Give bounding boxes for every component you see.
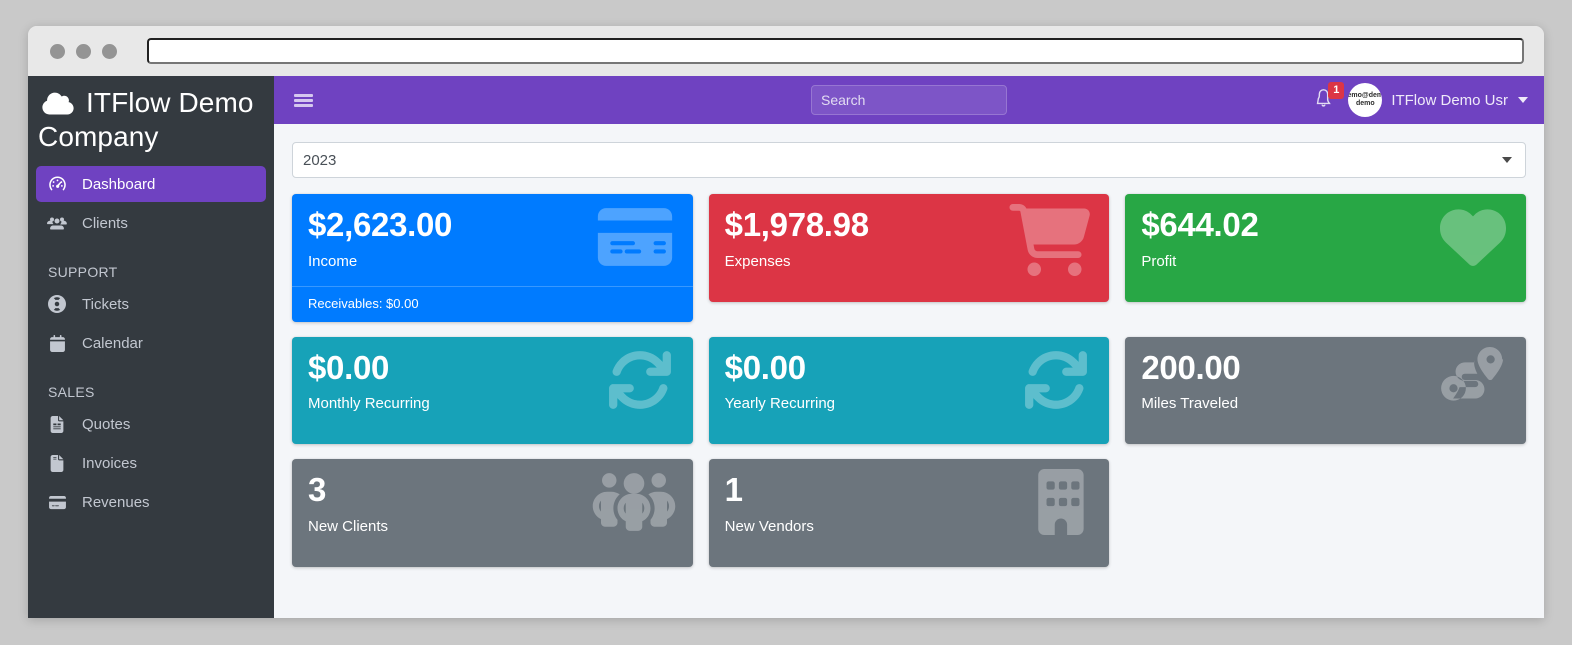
stat-label: New Clients xyxy=(308,517,389,535)
hamburger-icon[interactable] xyxy=(288,88,319,113)
stat-label: Profit xyxy=(1141,252,1177,270)
stat-col: $644.02 Profit xyxy=(1125,194,1527,322)
life-ring-icon xyxy=(46,295,68,314)
stat-value: $2,623.00 xyxy=(308,206,453,243)
stat-card-income[interactable]: $2,623.00 Income Receivables: $0.00 xyxy=(292,194,693,322)
stat-value: 200.00 xyxy=(1141,348,1241,386)
stat-col: $2,623.00 Income Receivables: $0.00 xyxy=(292,194,693,322)
sidebar-section-sales: SALES xyxy=(48,384,95,401)
users-icon xyxy=(46,215,68,232)
stat-card-new-clients[interactable]: 3 New Clients xyxy=(292,459,693,567)
stat-value: $644.02 xyxy=(1141,206,1259,243)
speedometer-icon xyxy=(46,175,68,194)
sidebar-nav: Dashboard Clients SUPPORT xyxy=(28,162,274,520)
cloud-icon xyxy=(38,91,78,122)
year-select[interactable]: 2023 xyxy=(292,142,1526,178)
year-filter: 2023 xyxy=(292,142,1526,178)
navbar-right: 1 demo@demo demo ITFlow Demo Usr xyxy=(1313,82,1528,117)
stat-row-2: $0.00 Monthly Recurring xyxy=(292,336,1527,445)
sidebar-item-label: Quotes xyxy=(82,415,131,433)
sidebar-item-tickets[interactable]: Tickets xyxy=(36,286,266,322)
close-window-dot[interactable] xyxy=(50,43,65,59)
user-name: ITFlow Demo Usr xyxy=(1391,91,1508,109)
sidebar: ITFlow Demo Company Dashboard xyxy=(28,76,274,618)
stat-label: Monthly Recurring xyxy=(308,395,430,413)
search-input[interactable] xyxy=(812,86,1006,114)
sidebar-item-label: Clients xyxy=(82,214,128,232)
top-navbar: 1 demo@demo demo ITFlow Demo Usr xyxy=(274,76,1544,124)
avatar-line-1: demo@demo xyxy=(1348,91,1383,99)
stat-card-new-vendors[interactable]: 1 New Vendors xyxy=(708,459,1110,567)
sidebar-section-support: SUPPORT xyxy=(48,264,118,281)
sidebar-item-quotes[interactable]: Quotes xyxy=(36,406,266,442)
brand[interactable]: ITFlow Demo Company xyxy=(28,80,274,162)
calendar-icon xyxy=(46,334,68,352)
sidebar-item-label: Invoices xyxy=(82,454,138,472)
file-quote-icon xyxy=(46,415,68,433)
stat-row-3: 3 New Clients xyxy=(292,459,1526,567)
app-root: ITFlow Demo Company Dashboard xyxy=(28,76,1544,618)
stat-card-monthly-recurring[interactable]: $0.00 Monthly Recurring xyxy=(292,336,693,445)
sidebar-item-dashboard[interactable]: Dashboard xyxy=(36,166,266,203)
main-content: 2023 $2,623.00 Income xyxy=(274,124,1544,618)
avatar-line-2: demo xyxy=(1355,100,1375,107)
maximize-window-dot[interactable] xyxy=(102,43,117,59)
stat-value: 1 xyxy=(724,471,743,509)
stat-label: Miles Traveled xyxy=(1141,395,1239,413)
stat-col: $0.00 Monthly Recurring xyxy=(292,336,693,445)
sidebar-item-label: Dashboard xyxy=(82,175,156,193)
search-box xyxy=(811,85,1007,115)
browser-window: ITFlow Demo Company Dashboard xyxy=(28,26,1544,618)
stat-card-yearly-recurring[interactable]: $0.00 Yearly Recurring xyxy=(708,336,1110,445)
stat-label: New Vendors xyxy=(724,517,814,535)
user-menu[interactable]: demo@demo demo ITFlow Demo Usr xyxy=(1348,83,1528,117)
notification-count-badge: 1 xyxy=(1328,82,1345,99)
url-bar[interactable] xyxy=(147,38,1524,64)
stat-col: 3 New Clients xyxy=(292,459,693,567)
caret-down-icon xyxy=(1518,97,1528,103)
stat-col: $0.00 Yearly Recurring xyxy=(708,336,1110,445)
sidebar-item-clients[interactable]: Clients xyxy=(36,205,266,241)
sidebar-item-invoices[interactable]: Invoices xyxy=(36,445,266,481)
sidebar-item-label: Tickets xyxy=(82,295,129,313)
brand-text: ITFlow Demo Company xyxy=(38,87,254,153)
stat-col: 1 New Vendors xyxy=(708,459,1110,567)
stat-value: $0.00 xyxy=(308,348,390,386)
sidebar-item-calendar[interactable]: Calendar xyxy=(36,325,266,361)
credit-card-icon xyxy=(46,495,68,510)
window-controls[interactable] xyxy=(42,43,125,59)
sidebar-item-label: Calendar xyxy=(82,334,143,352)
browser-chrome-bar xyxy=(28,26,1544,76)
stat-label: Income xyxy=(308,252,358,270)
stat-value: 3 xyxy=(308,471,327,509)
stat-row-1: $2,623.00 Income Receivables: $0.00 xyxy=(292,194,1527,322)
stat-card-profit[interactable]: $644.02 Profit xyxy=(1125,194,1527,302)
sidebar-item-revenues[interactable]: Revenues xyxy=(36,484,266,520)
stat-col: $1,978.98 Expenses xyxy=(708,194,1110,322)
stat-value: $0.00 xyxy=(724,348,806,386)
notifications-button[interactable]: 1 xyxy=(1313,82,1345,114)
stat-label: Yearly Recurring xyxy=(724,395,836,413)
bell-icon xyxy=(1315,88,1332,112)
file-invoice-dollar-icon xyxy=(46,454,68,472)
stat-card-miles-traveled[interactable]: 200.00 Miles Traveled xyxy=(1125,336,1527,445)
stat-footer: Receivables: $0.00 xyxy=(292,285,693,322)
stat-col-empty xyxy=(1125,459,1526,567)
avatar: demo@demo demo xyxy=(1348,83,1383,117)
stat-label: Expenses xyxy=(724,252,791,270)
stat-value: $1,978.98 xyxy=(724,206,869,243)
minimize-window-dot[interactable] xyxy=(76,43,91,59)
stat-card-expenses[interactable]: $1,978.98 Expenses xyxy=(708,194,1110,302)
sidebar-item-label: Revenues xyxy=(82,493,150,511)
stat-col: 200.00 Miles Traveled xyxy=(1125,336,1527,445)
content-wrapper: 1 demo@demo demo ITFlow Demo Usr xyxy=(274,76,1544,618)
